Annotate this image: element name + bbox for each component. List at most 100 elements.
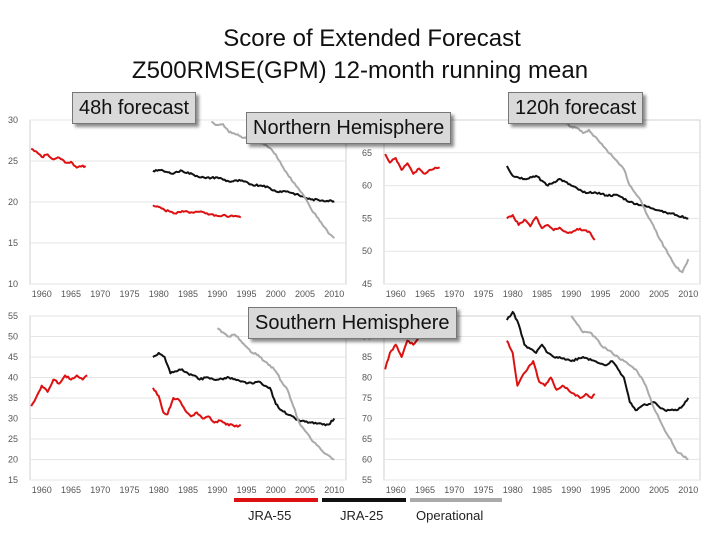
y-tick-label-sh-48h: 35 [8,393,18,403]
series-line-jra55-nh-120h [506,214,596,241]
x-tick-label-nh-120h: 2010 [678,289,698,299]
y-tick-label-nh-120h: 45 [362,279,372,289]
series-line-jra25-nh-120h [506,165,689,220]
x-tick-label-sh-120h: 1985 [532,485,552,495]
legend-label-jra25: JRA-25 [340,508,384,523]
y-tick-label-nh-48h: 15 [8,238,18,248]
series-line-jra55-nh-48h [30,147,87,169]
x-tick-label-sh-120h: 1970 [444,485,464,495]
x-tick-label-sh-48h: 1980 [149,485,169,495]
x-tick-label-sh-48h: 1975 [119,485,139,495]
y-tick-label-sh-48h: 25 [8,434,18,444]
x-tick-label-nh-48h: 1970 [90,289,110,299]
series-line-operational-sh-120h [570,315,689,461]
x-tick-label-sh-48h: 1995 [237,485,257,495]
x-tick-label-nh-48h: 1990 [207,289,227,299]
x-tick-label-nh-48h: 2005 [295,289,315,299]
legend-swatch-jra25 [322,498,406,502]
label-northern-hemisphere: Northern Hemisphere [246,112,452,144]
series-line-jra55-nh-120h [384,153,441,175]
x-tick-label-sh-120h: 2010 [678,485,698,495]
x-tick-label-nh-120h: 2005 [649,289,669,299]
label-120h-forecast: 120h forecast [508,92,644,124]
y-tick-label-sh-48h: 40 [8,373,18,383]
series-line-jra55-sh-120h [506,340,596,399]
legend-swatch-jra55 [234,498,318,502]
x-tick-label-sh-120h: 1980 [503,485,523,495]
x-tick-label-nh-48h: 1985 [178,289,198,299]
y-tick-label-nh-120h: 60 [362,181,372,191]
x-tick-label-sh-120h: 1990 [561,485,581,495]
x-tick-label-nh-48h: 1975 [119,289,139,299]
x-tick-label-nh-48h: 2000 [266,289,286,299]
y-tick-label-sh-120h: 65 [362,434,372,444]
x-tick-label-nh-48h: 1995 [237,289,257,299]
series-line-operational-nh-120h [565,122,690,274]
y-tick-label-sh-48h: 20 [8,455,18,465]
x-tick-label-nh-48h: 1965 [61,289,81,299]
y-tick-label-sh-120h: 75 [362,393,372,403]
series-line-jra55-sh-48h [30,374,88,407]
chart-title-line-2: Z500RMSE(GPM) 12-month running mean [131,57,589,84]
panel-nh-120h: 45 50 55 60 65 1960 1965 1970 1975 1980 1985 1990 19… [362,119,701,299]
panel-sh-120h: 5560657075808590196019651970197519801985… [362,310,701,495]
x-tick-label-sh-120h: 2000 [620,485,640,495]
x-tick-label-nh-120h: 1965 [415,289,435,299]
plot-frame-nh-120h [383,119,701,285]
panel-sh-48h: 15 20 25 30 35 40 45 50 55 1960 1965 1970 1975 1980 19… [8,311,347,495]
x-tick-label-sh-120h: 1965 [415,485,435,495]
series-line-jra25-sh-120h [506,310,690,412]
y-tick-label-nh-48h: 10 [8,279,18,289]
y-tick-label-sh-120h: 80 [362,373,372,383]
series-line-operational-nh-48h [210,120,335,239]
x-tick-label-sh-48h: 1970 [90,485,110,495]
x-tick-label-sh-48h: 1990 [207,485,227,495]
x-tick-label-sh-120h: 1995 [591,485,611,495]
y-tick-label-nh-48h: 30 [8,115,18,125]
x-tick-label-sh-48h: 1965 [61,485,81,495]
x-tick-label-sh-48h: 1985 [178,485,198,495]
series-line-jra55-nh-48h [152,204,242,219]
y-tick-label-sh-48h: 30 [8,414,18,424]
y-tick-label-sh-120h: 70 [362,414,372,424]
y-tick-label-nh-48h: 25 [8,156,18,166]
x-tick-label-nh-120h: 1995 [591,289,611,299]
y-tick-label-sh-120h: 55 [362,475,372,485]
y-tick-label-nh-120h: 50 [362,246,372,256]
series-line-jra25-sh-48h [152,351,336,427]
y-tick-label-nh-48h: 20 [8,197,18,207]
legend-label-jra55: JRA-55 [248,508,292,523]
x-tick-label-nh-48h: 1980 [149,289,169,299]
chart-title-line-1: Score of Extended Forecast [223,25,521,52]
y-tick-label-nh-120h: 65 [362,148,372,158]
x-tick-label-nh-120h: 1985 [532,289,552,299]
x-tick-label-nh-120h: 1975 [473,289,493,299]
y-tick-label-sh-48h: 15 [8,475,18,485]
x-tick-label-nh-120h: 2000 [620,289,640,299]
panel-nh-48h: 10 15 20 25 30 1960 1965 1970 1975 1980 1985 1990 19… [8,115,347,299]
label-48h-forecast: 48h forecast [72,92,197,124]
y-tick-label-sh-48h: 55 [8,311,18,321]
legend-label-operational: Operational [416,508,484,523]
x-tick-label-nh-120h: 1980 [503,289,523,299]
x-tick-label-nh-120h: 1990 [561,289,581,299]
x-tick-label-nh-48h: 2010 [324,289,344,299]
series-line-operational-sh-48h [216,327,335,461]
y-tick-label-sh-48h: 50 [8,332,18,342]
legend-swatch-operational [410,498,502,502]
y-tick-label-sh-48h: 45 [8,352,18,362]
x-tick-label-nh-120h: 1960 [386,289,406,299]
series-line-jra55-sh-48h [152,387,242,428]
x-tick-label-sh-120h: 2005 [649,485,669,495]
x-tick-label-sh-120h: 1960 [386,485,406,495]
x-tick-label-sh-48h: 2005 [295,485,315,495]
x-tick-label-sh-48h: 2010 [324,485,344,495]
y-tick-label-nh-120h: 55 [362,213,372,223]
y-tick-label-sh-120h: 85 [362,352,372,362]
label-southern-hemisphere: Southern Hemisphere [248,307,457,339]
x-tick-label-nh-48h: 1960 [32,289,52,299]
x-tick-label-sh-120h: 1975 [473,485,493,495]
x-tick-label-nh-120h: 1970 [444,289,464,299]
x-tick-label-sh-48h: 1960 [32,485,52,495]
